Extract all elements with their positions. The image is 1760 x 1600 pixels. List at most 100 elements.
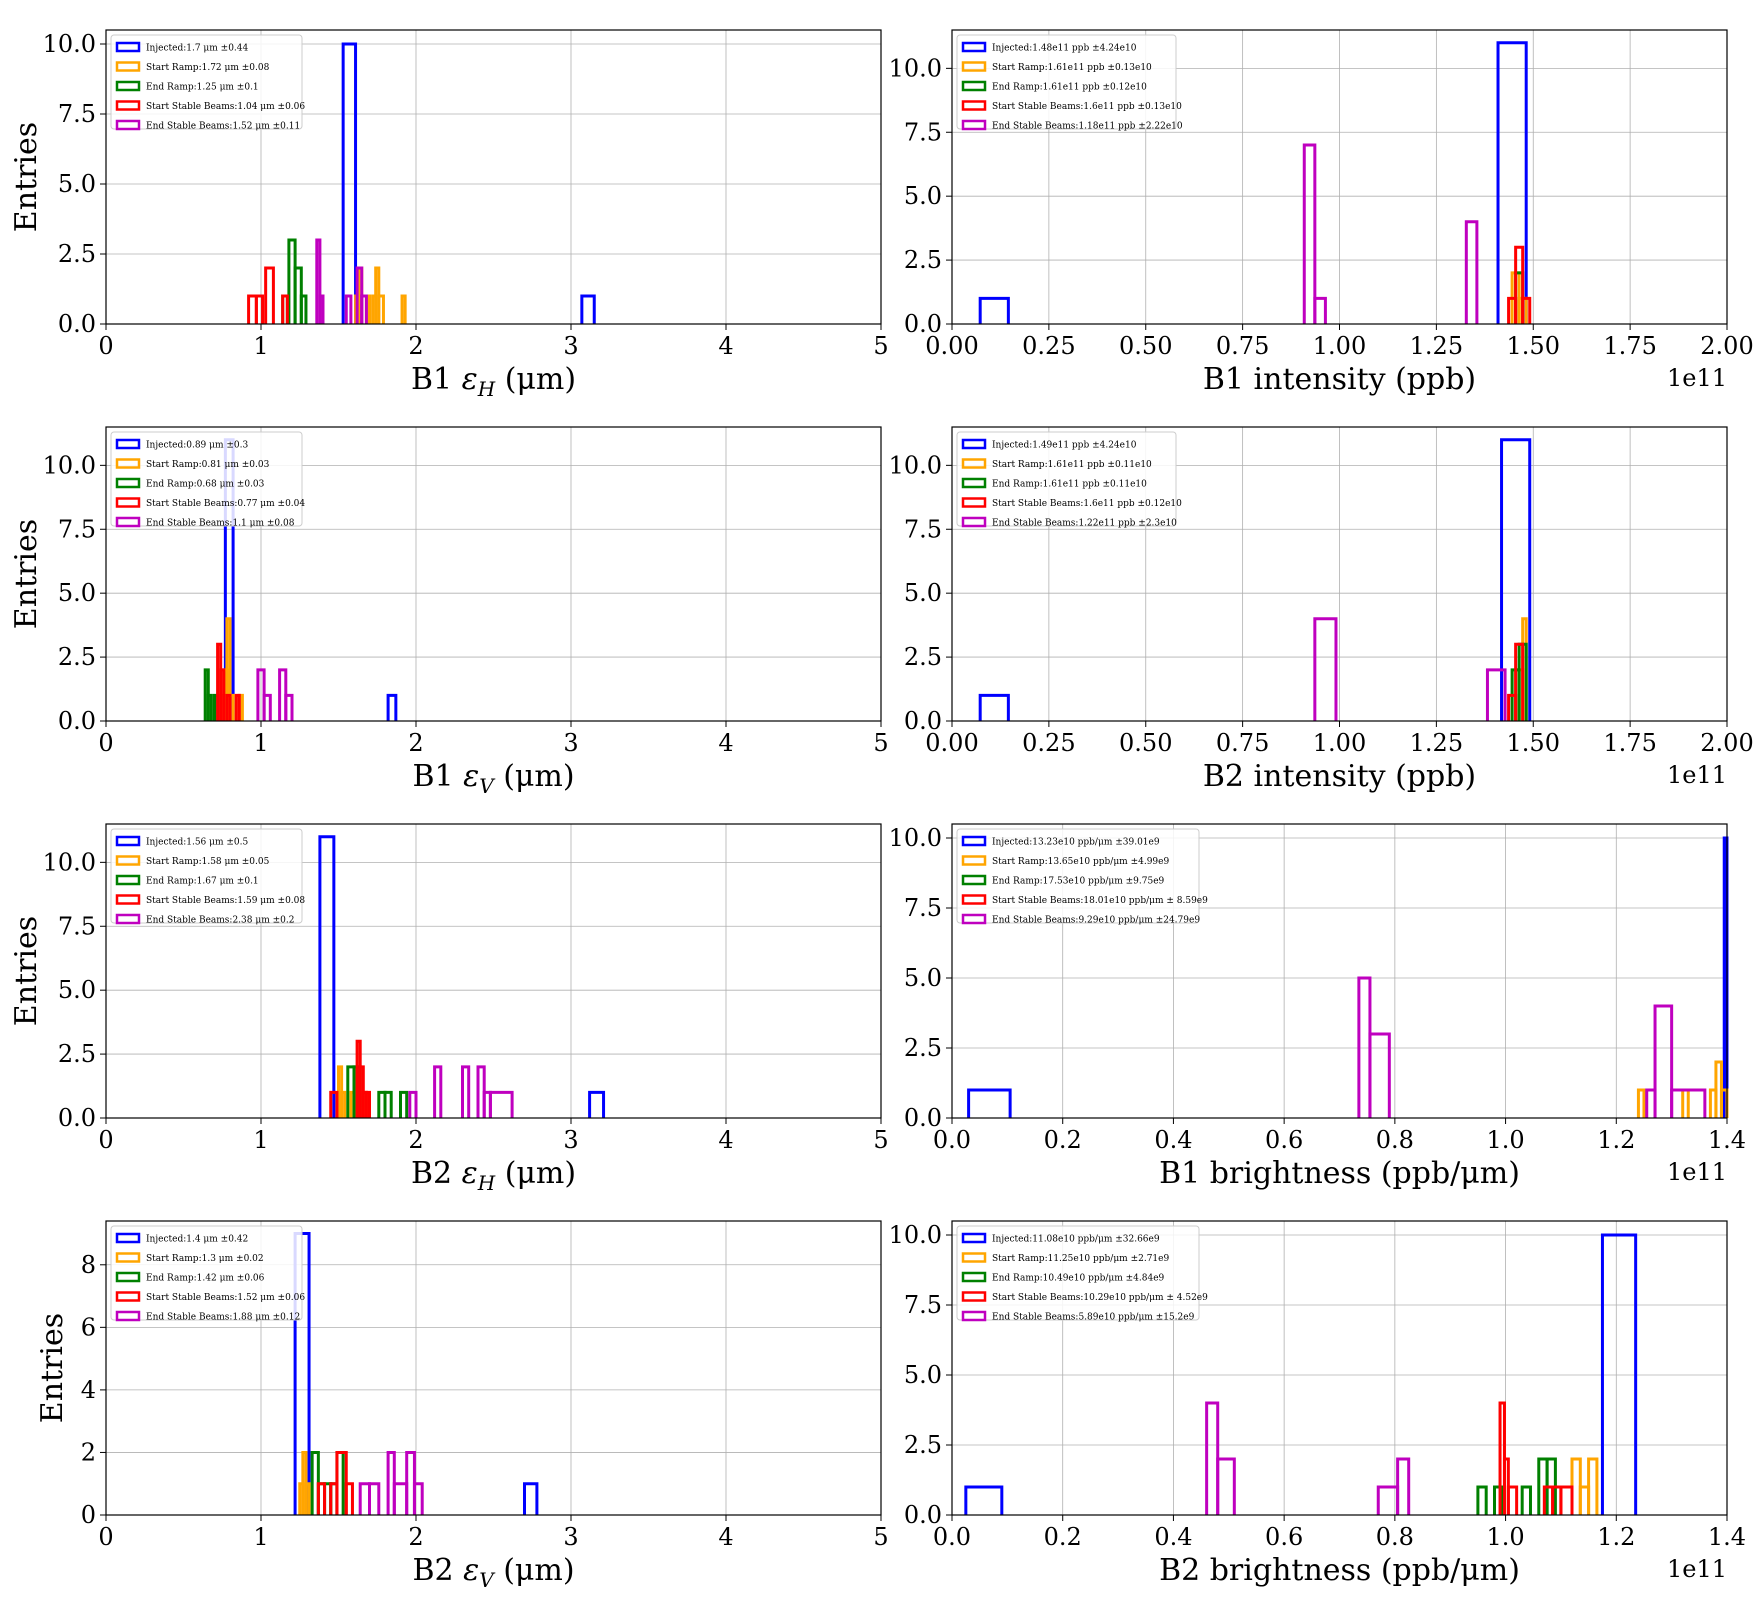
legend-swatch (115, 477, 141, 489)
x-tick-label: 1 (253, 1126, 268, 1154)
histogram-bin-series-4 (225, 693, 232, 721)
histogram-bars (318, 835, 606, 1118)
x-offset-label: 1e11 (1667, 1158, 1727, 1186)
x-tick-label: 0.00 (925, 332, 978, 360)
histogram-bin-series-4 (219, 668, 226, 721)
x-tick-label: 1.25 (1410, 332, 1463, 360)
x-tick-label: 1 (253, 332, 268, 360)
histogram-bin-series-2 (400, 294, 407, 324)
legend-box (110, 34, 303, 130)
legend-box (956, 1225, 1200, 1321)
x-offset-label: 1e11 (1667, 1555, 1727, 1583)
histogram-bin-series-5 (1313, 296, 1327, 324)
x-tick-label: 0.8 (1376, 1523, 1414, 1551)
legend-swatch (115, 1232, 141, 1244)
histogram-bin-series-2 (304, 1482, 311, 1515)
legend-entry: Start Stable Beams:1.6e11 ppb ±0.12e10 (992, 499, 1182, 509)
x-axis-label: B2 brightness (ppb/μm) (1159, 1553, 1520, 1588)
y-tick-label: 2.5 (58, 643, 96, 671)
histogram-bin-series-4 (281, 294, 289, 324)
legend-swatch (961, 477, 987, 489)
histogram-bin-series-5 (412, 1482, 424, 1515)
x-axis-label: B1 εH (μm) (411, 362, 576, 401)
y-tick-label: 2.5 (904, 1431, 942, 1459)
y-tick-label: 5.0 (58, 170, 96, 198)
histogram-bin-series-4 (1559, 1485, 1574, 1515)
legend-swatch (115, 516, 141, 528)
x-tick-label: 1.75 (1603, 729, 1656, 757)
y-tick-label: 5.0 (58, 579, 96, 607)
legend-swatch (115, 1252, 141, 1263)
y-tick-label: 4 (81, 1376, 96, 1404)
legend-entry: Injected:1.48e11 ppb ±4.24e10 (992, 44, 1137, 54)
legend-entry: Start Stable Beams:0.77 μm ±0.04 (146, 499, 305, 509)
x-tick-label: 1.00 (1313, 332, 1366, 360)
x-tick-label: 3 (563, 1523, 578, 1551)
histogram-bin-series-4 (329, 1090, 339, 1118)
x-tick-label: 2.00 (1700, 729, 1753, 757)
legend-swatch (115, 835, 141, 847)
legend-entry: End Stable Beams:1.1 μm ±0.08 (146, 519, 295, 529)
x-tick-label: 0 (98, 729, 113, 757)
x-tick-label: 0.4 (1154, 1126, 1192, 1154)
legend-swatch (961, 1252, 987, 1263)
y-tick-label: 8 (81, 1251, 96, 1279)
histogram-bin-series-5 (262, 693, 272, 721)
axes-frame (105, 823, 882, 1119)
legend-swatch (961, 1291, 987, 1302)
x-tick-label: 0.00 (925, 729, 978, 757)
legend-box (956, 431, 1177, 527)
x-axis-label: B2 εV (μm) (412, 1553, 574, 1592)
x-tick-label: 5 (873, 729, 888, 757)
y-tick-label: 5.0 (904, 964, 942, 992)
x-tick-label: 1.2 (1597, 1126, 1635, 1154)
x-tick-label: 1 (253, 1523, 268, 1551)
histogram-bin-series-2 (1681, 1088, 1690, 1118)
histogram-bin-series-1 (386, 693, 398, 721)
histogram-bin-series-3 (299, 294, 308, 324)
axes-frame (951, 426, 1728, 722)
x-tick-label: 0.25 (1022, 332, 1075, 360)
x-tick-label: 2 (408, 1126, 423, 1154)
histogram-bin-series-2 (1559, 1485, 1574, 1515)
histogram-bin-series-3 (1476, 1485, 1488, 1515)
legend-swatch (115, 855, 141, 866)
legend-entry: Injected:11.08e10 ppb/μm ±32.66e9 (992, 1235, 1160, 1245)
legend-entry: Start Ramp:1.61e11 ppb ±0.13e10 (992, 63, 1152, 73)
legend-swatch (115, 458, 141, 469)
x-tick-label: 3 (563, 332, 578, 360)
histogram-bars (978, 41, 1532, 324)
x-tick-label: 0.0 (933, 1523, 971, 1551)
legend-entry: End Ramp:1.67 μm ±0.1 (146, 877, 259, 887)
x-tick-label: 1.4 (1708, 1523, 1746, 1551)
x-axis-label: B2 intensity (ppb) (1203, 759, 1476, 794)
x-tick-label: 1.50 (1507, 332, 1560, 360)
histogram-bin-series-3 (399, 1090, 409, 1118)
legend-entry: End Ramp:17.53e10 ppb/μm ±9.75e9 (992, 877, 1165, 887)
y-axis-label: Entries (9, 122, 44, 232)
x-tick-label: 0.6 (1265, 1126, 1303, 1154)
histogram-bin-series-5 (315, 238, 322, 324)
y-tick-label: 0.0 (904, 1104, 942, 1132)
histogram-bin-series-4 (1506, 1485, 1519, 1515)
x-offset-label: 1e11 (1667, 761, 1727, 789)
y-tick-label: 0.0 (58, 310, 96, 338)
legend-entry: Injected:0.89 μm ±0.3 (146, 441, 249, 451)
histogram-bin-series-5 (1670, 1088, 1707, 1118)
x-tick-label: 2 (408, 729, 423, 757)
legend-entry: End Ramp:10.49e10 ppb/μm ±4.84e9 (992, 1274, 1165, 1284)
y-tick-label: 5.0 (58, 976, 96, 1004)
histogram-bin-series-5 (433, 1065, 443, 1118)
legend-entry: Start Stable Beams:10.29e10 ppb/μm ± 4.5… (992, 1293, 1208, 1303)
legend-entry: Start Ramp:11.25e10 ppb/μm ±2.71e9 (992, 1254, 1169, 1264)
histogram-bin-series-1 (978, 693, 1010, 721)
x-tick-label: 2.00 (1700, 332, 1753, 360)
histogram-bin-series-5 (1216, 1457, 1236, 1515)
histogram-bin-series-5 (360, 294, 368, 324)
axes-frame (105, 1220, 882, 1516)
histogram-bin-series-4 (1521, 296, 1532, 324)
histogram-bin-series-1 (1496, 41, 1528, 324)
legend: Injected:1.48e11 ppb ±4.24e10 Start Ramp:… (956, 34, 1183, 132)
legend: Injected:11.08e10 ppb/μm ±32.66e9 Start R… (956, 1225, 1208, 1323)
x-tick-label: 5 (873, 332, 888, 360)
